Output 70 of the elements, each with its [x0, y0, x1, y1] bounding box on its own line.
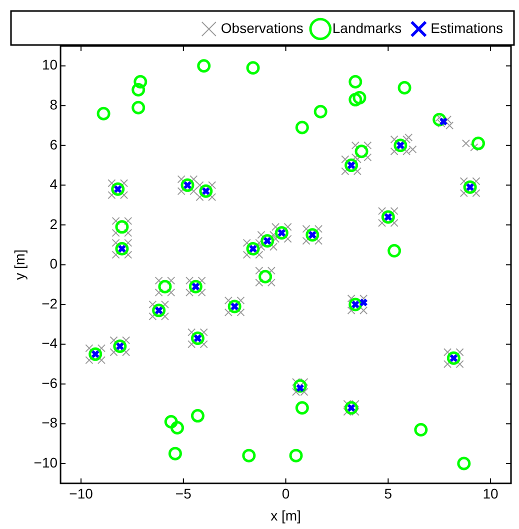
point [170, 420, 184, 434]
y-tick-label: 0 [50, 256, 58, 272]
y-tick-label: −2 [42, 295, 58, 312]
y-tick-label: 6 [50, 136, 58, 152]
point [463, 180, 477, 194]
point [115, 242, 129, 256]
point [180, 178, 194, 192]
point [246, 242, 260, 256]
legend-label: Landmarks [332, 20, 402, 36]
y-tick-label: 8 [50, 96, 58, 113]
x-tick-label: −10 [69, 486, 94, 502]
point [348, 75, 362, 89]
point [258, 270, 272, 284]
point [242, 448, 256, 462]
legend-label: Observations [220, 20, 304, 36]
point [359, 298, 368, 307]
point [457, 456, 471, 470]
point [197, 59, 211, 73]
y-axis-title: y [m] [11, 250, 28, 280]
point [132, 82, 146, 96]
point [381, 210, 395, 224]
point [152, 304, 166, 318]
y-tick-label: −6 [42, 374, 58, 391]
y-tick-label: −10 [34, 454, 58, 470]
x-tick-label: 5 [384, 486, 392, 502]
point [113, 339, 127, 353]
point [398, 81, 412, 94]
point [260, 234, 274, 248]
point [158, 280, 172, 294]
point [295, 120, 309, 134]
point [228, 300, 242, 314]
x-tick-label: 10 [482, 486, 499, 502]
point [88, 347, 102, 361]
point [388, 244, 402, 258]
point [132, 100, 146, 114]
y-tick-label: 2 [50, 216, 58, 232]
legend-label: Estimations [430, 20, 503, 36]
point [115, 220, 129, 234]
y-tick-label: 10 [42, 56, 58, 73]
point [134, 75, 148, 89]
point [295, 401, 309, 415]
point [246, 61, 260, 75]
point [348, 298, 362, 312]
point [306, 228, 320, 242]
point [168, 446, 182, 460]
point [199, 184, 213, 198]
point [344, 158, 358, 172]
point [354, 144, 368, 158]
point [471, 136, 485, 150]
point [96, 106, 110, 120]
point [414, 422, 428, 436]
x-axis-title: x [m] [270, 507, 301, 524]
point [188, 280, 202, 294]
point [274, 226, 288, 240]
point [446, 351, 460, 365]
point [164, 415, 178, 429]
point [348, 92, 362, 106]
y-tick-label: −8 [42, 414, 58, 431]
point [352, 90, 366, 104]
point [111, 182, 125, 196]
point [190, 332, 204, 346]
point [190, 409, 204, 423]
x-tick-label: −5 [175, 486, 192, 502]
point [314, 104, 328, 118]
y-tick-label: −4 [42, 335, 58, 352]
y-tick-label: 4 [50, 176, 58, 192]
x-tick-label: 0 [282, 486, 290, 502]
point [394, 138, 408, 152]
point [344, 401, 358, 415]
point [289, 448, 303, 462]
